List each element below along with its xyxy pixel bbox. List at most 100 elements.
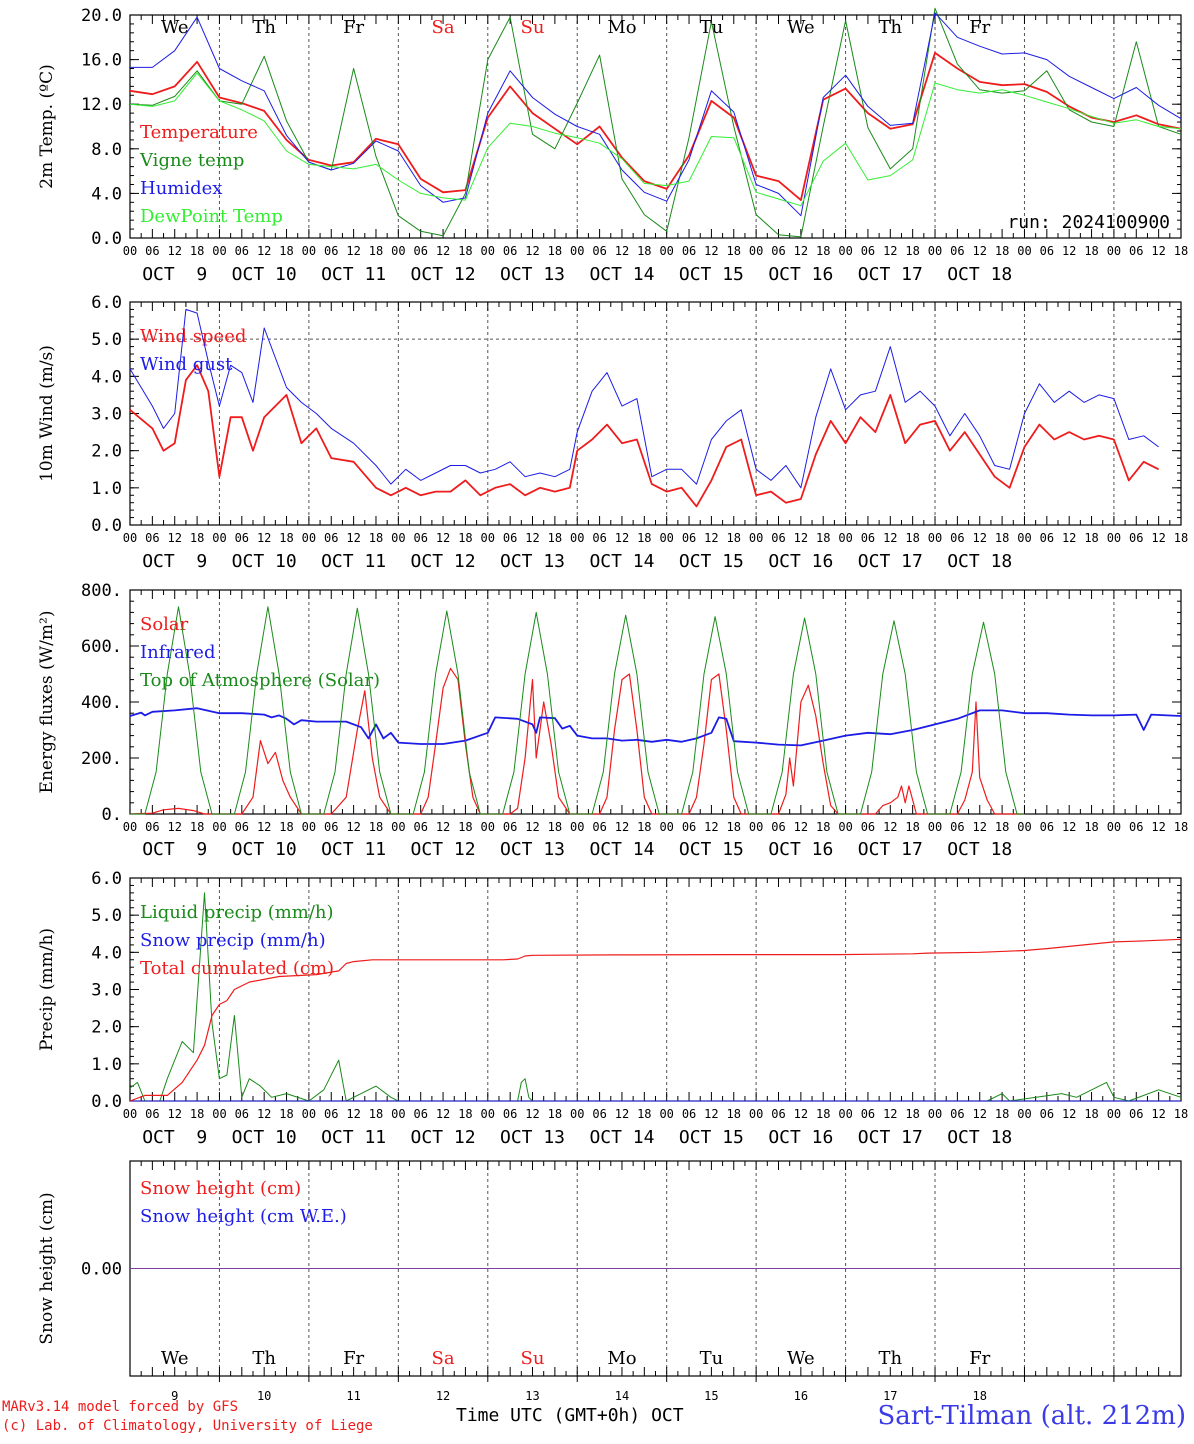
x-tick-label: 12 — [167, 1107, 181, 1121]
x-tick-label: 12 — [973, 531, 987, 545]
x-tick-label: 00 — [659, 1107, 673, 1121]
y-tick-label: 12.0 — [81, 95, 122, 115]
x-tick-label: 12 — [525, 531, 539, 545]
x-tick-label: 00 — [1017, 1107, 1031, 1121]
x-tick-label: 12 — [525, 820, 539, 834]
x-tick-label: 18 — [816, 531, 830, 545]
x-tick-label: 06 — [1129, 1107, 1143, 1121]
x-tick-label: 18 — [1084, 1107, 1098, 1121]
x-tick-label: 00 — [302, 531, 316, 545]
x-tick-label: 06 — [145, 244, 159, 258]
x-tick-label: 18 — [190, 1107, 204, 1121]
date-label: OCT 12 — [411, 551, 476, 572]
date-label: OCT 18 — [947, 551, 1012, 572]
x-tick-label: 00 — [1107, 531, 1121, 545]
x-tick-label: 00 — [302, 244, 316, 258]
x-tick-label: 12 — [167, 244, 181, 258]
date-label: OCT 16 — [768, 551, 833, 572]
series-line-3-3 — [130, 606, 1025, 815]
panel-frame — [129, 589, 1182, 815]
x-tick-label: 18 — [458, 1107, 472, 1121]
series-line-1-2 — [129, 7, 1182, 238]
x-tick-label: 06 — [503, 531, 517, 545]
date-label: OCT 9 — [142, 839, 207, 860]
day-name-label: Tu — [700, 17, 724, 38]
x-tick-label: 18 — [458, 531, 472, 545]
x-tick-label: 00 — [1017, 820, 1031, 834]
x-tick-label: 06 — [1040, 244, 1054, 258]
day-name-label: Su — [521, 1348, 545, 1369]
y-axis-label: Precip (mm/h) — [37, 928, 57, 1051]
x-tick-label: 06 — [771, 244, 785, 258]
legend-entry: Snow height (cm) — [140, 1178, 301, 1199]
x-tick-label: 12 — [257, 1107, 271, 1121]
x-tick-label: 12 — [704, 244, 718, 258]
x-tick-label: 06 — [1040, 531, 1054, 545]
x-tick-label: 06 — [413, 244, 427, 258]
x-tick-label: 00 — [928, 1107, 942, 1121]
y-axis-label: 2m Temp. (ºC) — [37, 64, 57, 189]
x-tick-label: 00 — [212, 531, 226, 545]
x-tick-label: 18 — [905, 531, 919, 545]
legend-entry: Vigne temp — [139, 150, 244, 171]
x-tick-label: 18 — [727, 820, 741, 834]
x-tick-label: 06 — [682, 1107, 696, 1121]
panel-2: 00 06 12 18 00 06 12 18 00 06 12 18 00 06 12 18 00 06 12 18… — [37, 293, 1188, 572]
x-tick-label: 00 — [302, 820, 316, 834]
date-label: OCT 18 — [947, 839, 1012, 860]
day-number-label: 13 — [525, 1389, 539, 1403]
xaxis-title-text: Time UTC (GMT+0h) — [456, 1405, 641, 1426]
day-number-label: 14 — [615, 1389, 629, 1403]
day-name-label: Fr — [969, 1348, 990, 1369]
legend-entry: Wind speed — [140, 326, 246, 347]
date-label: OCT 9 — [142, 264, 207, 285]
legend-entry: Wind gust — [140, 354, 233, 375]
date-label: OCT 13 — [500, 839, 565, 860]
y-tick-label: 0.00 — [81, 1260, 122, 1280]
x-tick-label: 00 — [1017, 531, 1031, 545]
x-tick-label: 18 — [1084, 820, 1098, 834]
x-tick-label: 00 — [481, 820, 495, 834]
x-tick-label: 00 — [123, 244, 137, 258]
y-tick-label: 4.0 — [91, 943, 122, 963]
date-label: OCT 15 — [679, 551, 744, 572]
date-label: OCT 14 — [589, 839, 654, 860]
x-tick-label: 06 — [1129, 531, 1143, 545]
x-tick-label: 00 — [391, 244, 405, 258]
x-tick-label: 06 — [682, 244, 696, 258]
x-tick-label: 00 — [1107, 1107, 1121, 1121]
date-label: OCT 10 — [232, 551, 297, 572]
date-label: OCT 12 — [411, 839, 476, 860]
date-label: OCT 9 — [142, 551, 207, 572]
x-tick-label: 18 — [1174, 244, 1188, 258]
x-tick-label: 18 — [458, 820, 472, 834]
day-number-label: 18 — [973, 1389, 987, 1403]
x-tick-label: 12 — [1062, 244, 1076, 258]
x-tick-label: 18 — [905, 1107, 919, 1121]
x-tick-label: 00 — [659, 531, 673, 545]
date-label: OCT 18 — [947, 1127, 1012, 1148]
x-tick-label: 12 — [704, 820, 718, 834]
x-tick-label: 00 — [749, 1107, 763, 1121]
x-tick-label: 18 — [905, 244, 919, 258]
model-credit-line2: (c) Lab. of Climatology, University of L… — [2, 1418, 373, 1434]
y-tick-label: 5.0 — [91, 330, 122, 350]
day-name-label: We — [787, 1348, 815, 1369]
legend-entry: DewPoint Temp — [140, 206, 283, 227]
x-tick-label: 00 — [928, 820, 942, 834]
series-line-2-1 — [129, 364, 1160, 508]
x-tick-label: 18 — [637, 244, 651, 258]
x-tick-label: 12 — [615, 531, 629, 545]
run-label: run: 2024100900 — [1007, 212, 1170, 233]
x-tick-label: 00 — [123, 1107, 137, 1121]
y-tick-label: 0.0 — [91, 1092, 122, 1112]
day-name-label: Sa — [432, 17, 455, 38]
date-label: OCT 17 — [858, 1127, 923, 1148]
y-tick-label: 0. — [102, 805, 122, 825]
x-tick-label: 12 — [704, 1107, 718, 1121]
x-tick-label: 18 — [190, 531, 204, 545]
x-tick-label: 18 — [548, 531, 562, 545]
date-label: OCT 16 — [768, 839, 833, 860]
panel-5: 0.00 Snow height (cm) Snow height (cm) Snow… — [37, 1160, 1182, 1403]
x-tick-label: 18 — [816, 1107, 830, 1121]
